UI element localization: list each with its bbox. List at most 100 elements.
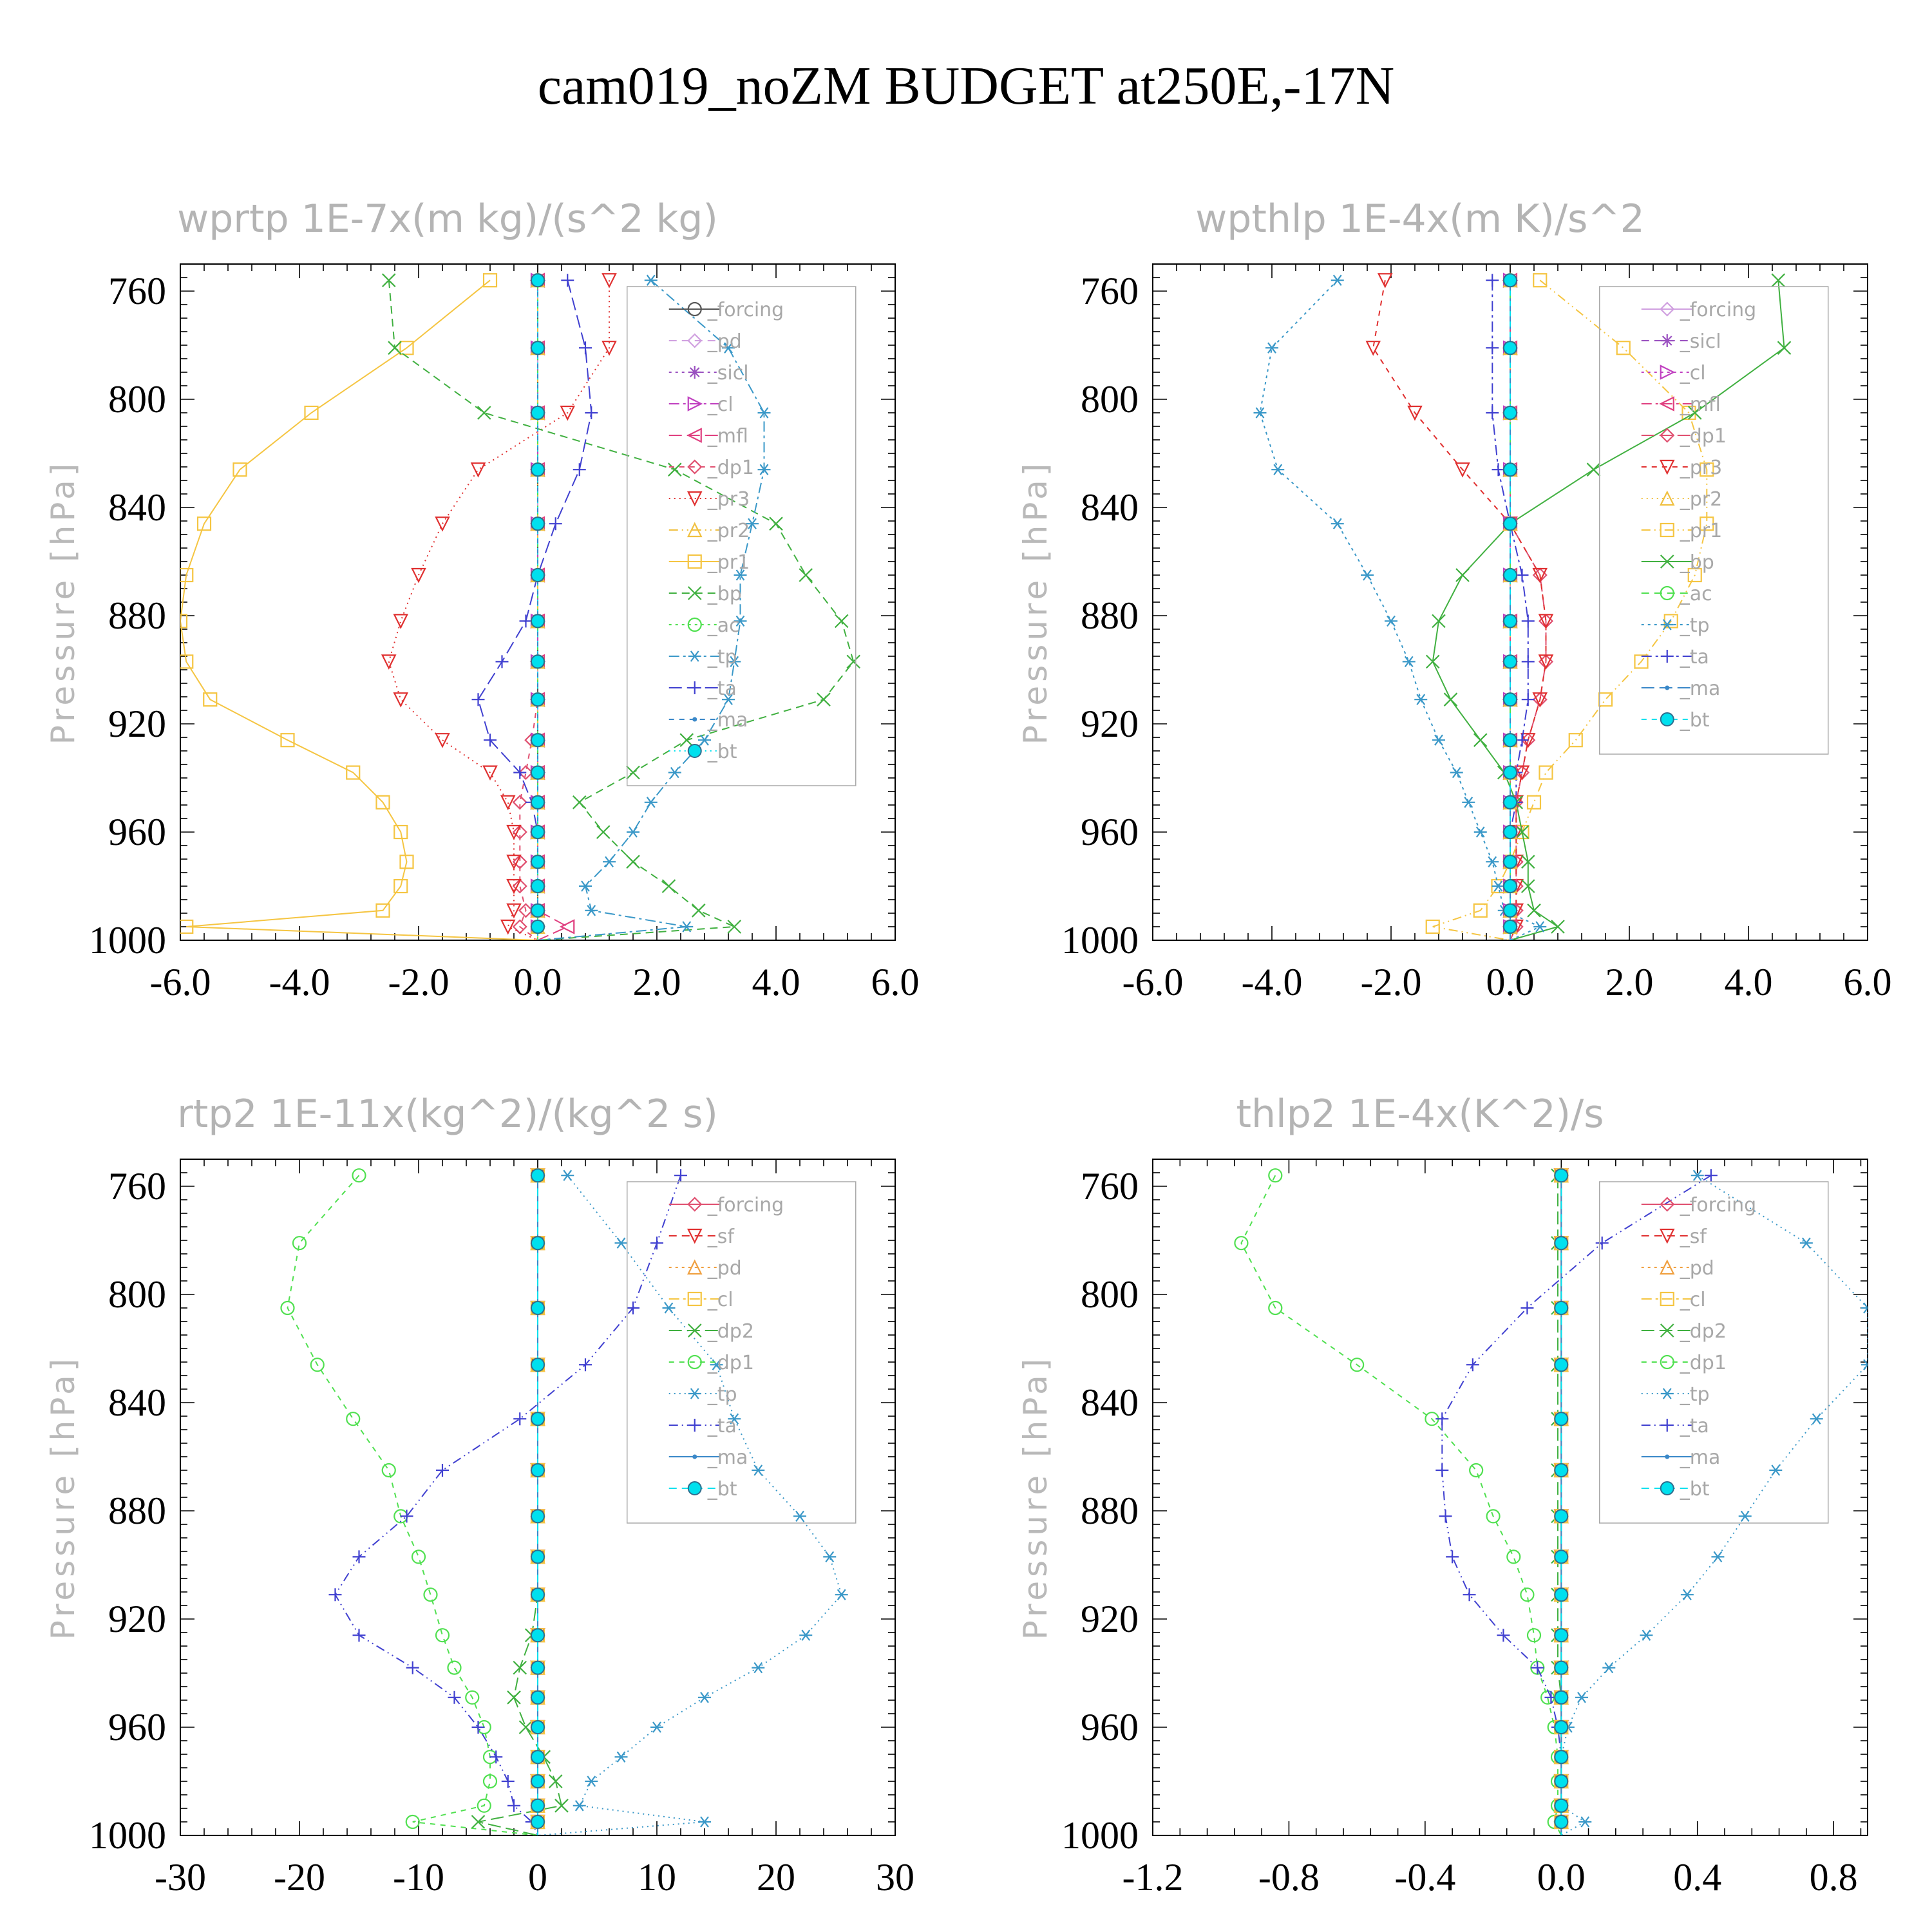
data-point xyxy=(471,1815,486,1829)
data-point xyxy=(1539,765,1553,780)
legend-label: _forcing xyxy=(707,299,784,321)
legend-label: _pr3 xyxy=(1680,457,1722,479)
data-point xyxy=(531,516,545,531)
legend-box xyxy=(1599,1181,1829,1524)
data-point xyxy=(1503,568,1517,582)
legend-marker xyxy=(687,554,702,569)
legend-label: _ta xyxy=(707,677,737,700)
legend-label: _ma xyxy=(707,709,748,732)
data-point xyxy=(500,919,516,935)
legend-label: _pd xyxy=(707,330,742,353)
x-tick-label: -20 xyxy=(274,1856,325,1899)
y-tick-label: 760 xyxy=(1081,1165,1139,1208)
legend-marker xyxy=(687,491,703,507)
data-point xyxy=(375,903,390,918)
data-point xyxy=(728,1413,741,1425)
legend-box xyxy=(627,286,857,786)
legend-label: _dp2 xyxy=(1680,1320,1727,1343)
legend: _forcing _sicl _cl _mfl _dp1 _pr3 _pr2 _pr1 _bp _… xyxy=(1599,286,1829,755)
data-point xyxy=(531,1509,545,1524)
data-point xyxy=(644,274,658,286)
legend-label: _pr2 xyxy=(707,520,750,542)
data-point xyxy=(512,795,527,810)
legend-entry-ta: _ta xyxy=(668,1415,737,1437)
data-point xyxy=(1520,1302,1534,1314)
legend-entry-tp: _tp xyxy=(668,1383,737,1406)
legend-marker xyxy=(1660,1481,1674,1495)
legend-label: _tp xyxy=(707,646,737,668)
legend-entry-bt: _bt xyxy=(668,1478,737,1501)
data-point xyxy=(1575,1692,1588,1703)
data-point xyxy=(1432,614,1446,629)
data-point xyxy=(1486,856,1499,867)
legend-marker xyxy=(1659,396,1674,412)
data-point xyxy=(1365,341,1381,356)
data-point xyxy=(477,1798,491,1813)
data-point xyxy=(627,826,639,838)
data-point xyxy=(1527,904,1541,918)
data-point xyxy=(531,406,545,420)
data-point xyxy=(495,655,509,668)
series-line-dp1 xyxy=(1240,1175,1562,1835)
data-point xyxy=(1503,903,1517,918)
y-tick-label: 880 xyxy=(108,1490,166,1532)
legend-marker xyxy=(1660,1419,1674,1432)
legend-marker xyxy=(1660,1354,1674,1370)
data-point xyxy=(531,614,545,629)
data-point xyxy=(1331,274,1344,286)
legend-marker xyxy=(687,1323,702,1338)
data-point xyxy=(531,1358,545,1372)
legend-entry-bp: _bp xyxy=(668,583,742,605)
series-bt xyxy=(531,1168,545,1835)
legend-entry-pr3: _pr3 xyxy=(1641,457,1722,479)
data-point xyxy=(531,1628,545,1643)
y-tick-label: 800 xyxy=(108,1273,166,1316)
x-tick-label: -0.4 xyxy=(1394,1856,1455,1899)
legend-entry-ma: _ma xyxy=(1641,1446,1720,1469)
data-point xyxy=(752,1662,765,1674)
legend-marker xyxy=(1660,1291,1674,1307)
y-tick-label: 880 xyxy=(108,594,166,637)
data-point xyxy=(1331,518,1344,529)
legend-marker xyxy=(687,333,703,348)
data-point xyxy=(1520,879,1535,893)
legend-entry-dp1: _dp1 xyxy=(1641,1352,1727,1374)
data-point xyxy=(1503,654,1517,669)
data-point xyxy=(1680,1589,1694,1600)
data-point xyxy=(1435,1464,1449,1477)
series-line-pr1 xyxy=(1432,279,1708,940)
data-point xyxy=(1432,734,1445,746)
legend-marker xyxy=(687,1481,702,1495)
series-bt xyxy=(1503,273,1517,940)
legend-marker xyxy=(687,522,703,538)
y-tick-label: 960 xyxy=(108,811,166,853)
data-point xyxy=(1531,1661,1544,1674)
series-bt xyxy=(1554,1168,1569,1835)
legend-label: _forcing xyxy=(1680,1194,1756,1217)
data-point xyxy=(573,463,586,477)
data-point xyxy=(1503,733,1517,748)
legend-label: _pd xyxy=(707,1257,742,1280)
panel-wpthlp: wpthlp 1E-4x(m K)/s^2 Pressure [hPa] 760 80… xyxy=(1017,196,1892,1003)
data-point xyxy=(698,1816,711,1828)
data-point xyxy=(1554,1509,1569,1524)
data-point xyxy=(180,567,194,583)
legend-entry-pr2: _pr2 xyxy=(668,520,750,542)
legend-entry-forcing: _forcing xyxy=(1641,1194,1756,1217)
data-point xyxy=(734,569,747,581)
data-point xyxy=(1568,733,1583,748)
data-point xyxy=(679,733,694,747)
data-point xyxy=(531,1750,545,1765)
y-axis-label: Pressure [hPa] xyxy=(1017,460,1054,745)
data-point xyxy=(799,568,813,582)
data-point xyxy=(548,1774,563,1788)
data-point xyxy=(436,1464,449,1477)
data-point xyxy=(1469,1463,1484,1478)
data-point xyxy=(1554,1815,1569,1829)
data-point xyxy=(1446,1550,1459,1564)
legend-label: _bp xyxy=(707,583,742,605)
panel-title: rtp2 1E-11x(kg^2)/(kg^2 s) xyxy=(177,1092,718,1137)
data-point xyxy=(561,274,574,287)
data-point xyxy=(662,1302,676,1314)
legend-entry-dp1: _dp1 xyxy=(1641,425,1727,448)
